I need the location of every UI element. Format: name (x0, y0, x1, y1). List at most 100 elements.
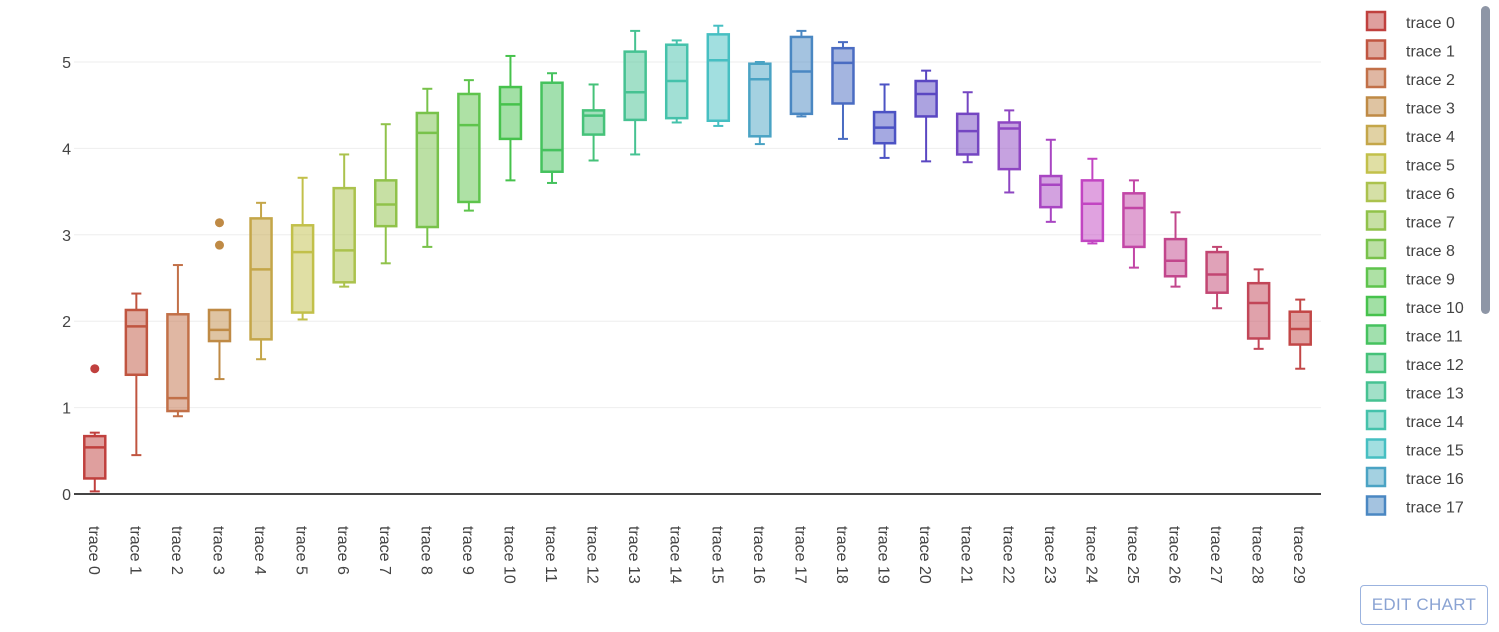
box-trace-24[interactable] (1080, 157, 1105, 245)
legend-item-trace-13[interactable]: trace 13 (1365, 381, 1464, 403)
legend-item-trace-15[interactable]: trace 15 (1365, 438, 1464, 460)
y-tick-label: 1 (62, 401, 71, 418)
legend-label: trace 11 (1406, 329, 1463, 346)
box-trace-12[interactable] (581, 83, 606, 162)
outlier-point (214, 240, 224, 250)
box-trace-11[interactable] (540, 72, 564, 184)
box-trace-10[interactable] (498, 54, 523, 182)
legend-label: trace 16 (1406, 471, 1464, 488)
box-trace-8[interactable] (415, 87, 440, 248)
box-trace-0[interactable] (83, 364, 107, 493)
legend-item-trace-4[interactable]: trace 4 (1365, 124, 1455, 146)
x-tick-label: trace 23 (1041, 526, 1058, 584)
box-iqr (1163, 237, 1188, 278)
box-trace-9[interactable] (457, 79, 481, 212)
box-trace-4[interactable] (249, 201, 273, 361)
legend[interactable]: trace 0 trace 1 trace 2 trace 3 trace 4 trace… (1365, 10, 1464, 517)
legend-item-trace-14[interactable]: trace 14 (1365, 409, 1464, 431)
box-trace-1[interactable] (124, 292, 149, 457)
legend-label: trace 2 (1406, 72, 1455, 89)
y-tick-label: 3 (62, 228, 71, 245)
legend-swatch (1365, 438, 1387, 459)
box-iqr (914, 79, 938, 118)
box-iqr (332, 186, 356, 284)
legend-label: trace 15 (1406, 443, 1464, 460)
box-iqr (83, 434, 107, 480)
legend-swatch (1365, 96, 1387, 117)
legend-label: trace 6 (1406, 186, 1455, 203)
box-trace-21[interactable] (955, 91, 980, 164)
box-iqr (166, 313, 190, 413)
x-tick-label: trace 4 (251, 526, 268, 575)
legend-item-trace-2[interactable]: trace 2 (1365, 67, 1455, 89)
legend-item-trace-12[interactable]: trace 12 (1365, 352, 1464, 374)
edit-chart-button[interactable]: EDIT CHART (1360, 585, 1488, 625)
legend-scrollbar[interactable] (1481, 6, 1490, 314)
box-iqr (1246, 281, 1271, 340)
legend-label: trace 3 (1406, 101, 1455, 118)
legend-item-trace-1[interactable]: trace 1 (1365, 39, 1455, 61)
legend-label: trace 5 (1406, 158, 1455, 175)
x-tick-label: trace 11 (542, 526, 559, 583)
box-trace-19[interactable] (872, 83, 897, 159)
box-trace-22[interactable] (997, 109, 1021, 194)
box-trace-25[interactable] (1122, 179, 1146, 269)
legend-item-trace-8[interactable]: trace 8 (1365, 238, 1455, 260)
box-trace-6[interactable] (332, 153, 356, 288)
legend-label: trace 8 (1406, 243, 1455, 260)
legend-swatch (1365, 181, 1387, 203)
legend-swatch (1365, 124, 1387, 146)
x-tick-label: trace 26 (1166, 526, 1183, 584)
box-iqr (748, 62, 772, 138)
legend-swatch (1365, 267, 1387, 288)
legend-item-trace-11[interactable]: trace 11 (1365, 324, 1463, 346)
legend-item-trace-9[interactable]: trace 9 (1365, 267, 1455, 289)
box-iqr (789, 35, 814, 116)
box-iqr (207, 308, 232, 343)
legend-item-trace-0[interactable]: trace 0 (1365, 10, 1455, 32)
x-tick-label: trace 15 (708, 526, 725, 584)
box-trace-27[interactable] (1205, 245, 1229, 310)
box-trace-23[interactable] (1039, 138, 1063, 223)
legend-item-trace-3[interactable]: trace 3 (1365, 96, 1455, 118)
box-trace-17[interactable] (789, 29, 814, 118)
legend-item-trace-5[interactable]: trace 5 (1365, 153, 1455, 175)
box-iqr (457, 92, 481, 204)
legend-label: trace 7 (1406, 215, 1455, 232)
box-iqr (623, 50, 647, 122)
x-tick-label: trace 12 (584, 526, 601, 584)
box-iqr (415, 111, 440, 229)
legend-item-trace-16[interactable]: trace 16 (1365, 466, 1464, 488)
legend-item-trace-7[interactable]: trace 7 (1365, 210, 1455, 232)
box-iqr (706, 33, 731, 123)
box-trace-16[interactable] (748, 61, 772, 146)
x-tick-label: trace 10 (500, 526, 517, 584)
x-tick-label: trace 18 (833, 526, 850, 584)
box-trace-28[interactable] (1246, 268, 1271, 350)
box-trace-20[interactable] (914, 69, 938, 163)
box-trace-5[interactable] (290, 176, 315, 321)
legend-item-trace-17[interactable]: trace 17 (1365, 495, 1464, 517)
box-trace-26[interactable] (1163, 211, 1188, 288)
box-trace-18[interactable] (831, 41, 855, 140)
x-tick-label: trace 0 (85, 526, 102, 575)
x-tick-label: trace 13 (625, 526, 642, 584)
legend-swatch (1365, 409, 1387, 431)
y-tick-label: 5 (62, 55, 71, 72)
box-trace-14[interactable] (664, 39, 689, 124)
box-trace-29[interactable] (1288, 298, 1312, 370)
box-trace-2[interactable] (166, 264, 190, 418)
box-trace-13[interactable] (623, 29, 647, 156)
outlier-point (214, 218, 224, 228)
box-trace-7[interactable] (374, 123, 398, 265)
legend-swatch (1365, 238, 1387, 260)
box-trace-3[interactable] (207, 218, 232, 381)
legend-item-trace-10[interactable]: trace 10 (1365, 295, 1464, 317)
box-trace-15[interactable] (706, 24, 731, 127)
legend-swatch (1365, 324, 1387, 345)
outlier-point (90, 364, 100, 374)
legend-item-trace-6[interactable]: trace 6 (1365, 181, 1455, 203)
legend-swatch (1365, 67, 1387, 89)
x-tick-label: trace 25 (1124, 526, 1141, 584)
